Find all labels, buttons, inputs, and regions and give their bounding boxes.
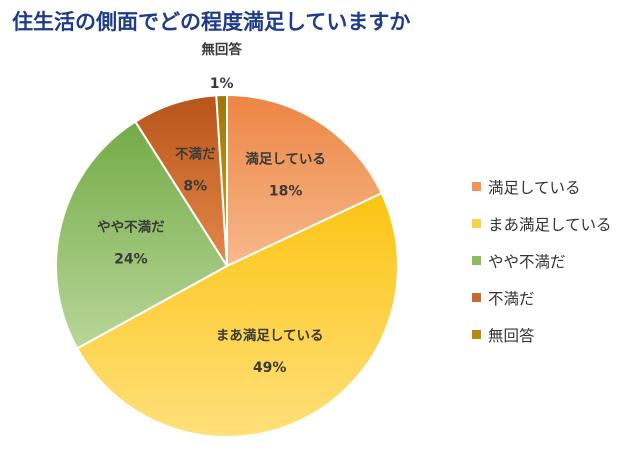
legend-swatch bbox=[472, 293, 481, 302]
legend-label: 不満だ bbox=[488, 289, 535, 308]
legend-item: 不満だ bbox=[472, 288, 612, 308]
pie-slice bbox=[215, 93, 228, 267]
legend-swatch bbox=[472, 256, 481, 265]
pie-slice bbox=[226, 93, 384, 268]
legend-label: まあ満足している bbox=[488, 215, 612, 234]
pie-labels: 満足している 18% まあ満足している 49% やや不満だ 24% 不満だ 8% 無回答 1% bbox=[97, 41, 326, 376]
slice-category-label: 不満だ bbox=[175, 145, 216, 162]
pie-slice bbox=[55, 120, 229, 350]
slice-category-label: 無回答 bbox=[201, 41, 242, 58]
slice-value-label: 24% bbox=[114, 251, 148, 267]
legend-item: 満足している bbox=[472, 177, 612, 197]
legend-label: 無回答 bbox=[488, 326, 535, 345]
slice-category-label: やや不満だ bbox=[97, 218, 165, 235]
legend-label: 満足している bbox=[488, 178, 581, 197]
legend-label: やや不満だ bbox=[488, 252, 566, 271]
legend-swatch bbox=[472, 330, 481, 339]
pie-slice bbox=[75, 191, 399, 438]
pie-slices bbox=[55, 93, 399, 438]
chart-title: 住生活の側面でどの程度満足していますか bbox=[12, 10, 411, 34]
slice-value-label: 18% bbox=[269, 184, 303, 200]
legend-swatch bbox=[472, 182, 481, 191]
slice-value-label: 8% bbox=[183, 178, 207, 194]
slice-value-label: 49% bbox=[253, 360, 287, 376]
legend-item: 無回答 bbox=[472, 325, 612, 345]
legend-swatch bbox=[472, 219, 481, 228]
legend: 満足しているまあ満足している やや不満だ不満だ無回答 bbox=[472, 177, 612, 362]
legend-item: やや不満だ bbox=[472, 251, 612, 271]
legend-item: まあ満足している bbox=[472, 214, 612, 234]
slice-category-label: 満足している bbox=[245, 151, 326, 168]
slice-category-label: まあ満足している bbox=[216, 327, 324, 344]
slice-value-label: 1% bbox=[210, 76, 234, 92]
